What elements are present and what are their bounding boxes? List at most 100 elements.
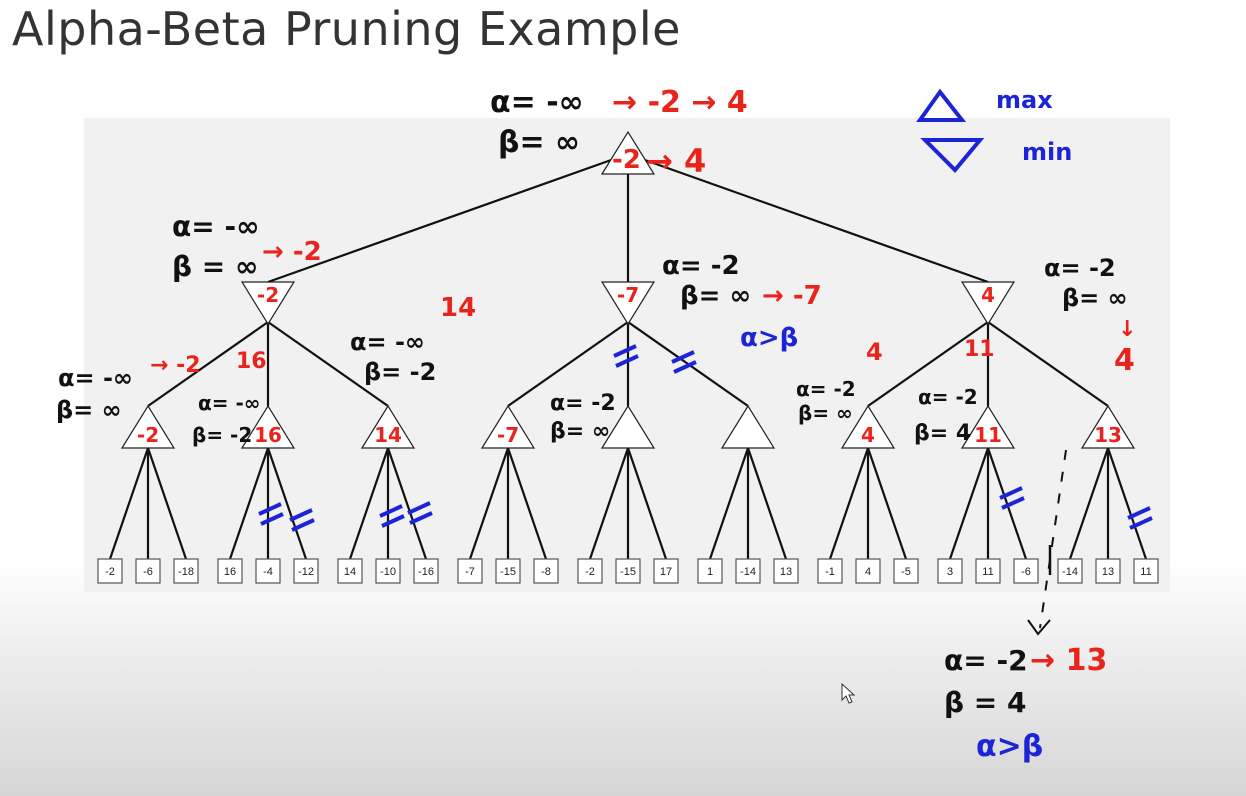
edge-max-leaf-22 — [948, 447, 990, 560]
leaf-value: -14 — [1062, 566, 1078, 578]
leaf-node: -12 — [293, 558, 319, 584]
max7-alpha: α= -2 — [796, 377, 856, 401]
edge-max-leaf-10 — [468, 447, 510, 560]
min3-result: 4 — [1114, 343, 1135, 378]
leaf-box — [1013, 558, 1039, 584]
max-node: -2 — [120, 404, 176, 449]
leaf-value: -2 — [105, 566, 115, 578]
max-node-value: 14 — [374, 423, 402, 447]
max8-alpha: α= -2 — [918, 385, 978, 409]
leaf-box — [855, 558, 881, 584]
leaf-value: -1 — [825, 566, 835, 578]
max-node-value: -2 — [137, 423, 159, 447]
edge-max-leaf-15 — [626, 447, 668, 560]
max1-alpha-update: → -2 — [150, 353, 201, 378]
root-alpha: α= -∞ — [490, 85, 584, 120]
leaf-value: -10 — [380, 566, 396, 578]
max-node-value: 16 — [254, 423, 282, 447]
edge-max-leaf-21 — [866, 447, 908, 560]
leaf-value: 11 — [1140, 566, 1151, 578]
min2-beta-update: → -7 — [762, 281, 822, 311]
leaf-nodes: -2 -6 -18 16 -4 -12 14 -10 -16 -7 -15 -8 -2 -15 17 1 -14… — [97, 558, 1159, 584]
max-node: 13 — [1080, 404, 1136, 449]
edge-min-max-7 — [867, 321, 989, 407]
leaf-box — [97, 558, 123, 584]
min2-alpha: α= -2 — [662, 251, 740, 281]
max1-alpha: α= -∞ — [58, 364, 133, 392]
leaf-node: -16 — [413, 558, 439, 584]
root-beta: β= ∞ — [498, 125, 580, 160]
max1-beta: β= ∞ — [56, 396, 122, 424]
max-node-triangle — [120, 404, 176, 449]
max-node-annotations: α= -∞ → -2 β= ∞ 16 α= -∞ β= -2 α= -∞ 14 … — [56, 293, 995, 447]
max-node-triangle — [960, 404, 1016, 449]
max7-beta: β= ∞ — [798, 401, 853, 425]
leaf-value: 11 — [982, 566, 993, 578]
leaf-box — [975, 558, 1001, 584]
max-node-value: 11 — [974, 423, 1002, 447]
edge-max-leaf-24 — [986, 447, 1028, 560]
leaf-node: -6 — [1013, 558, 1039, 584]
prune-marks — [258, 344, 1153, 575]
edge-min-max-1 — [147, 321, 269, 407]
leaf-box — [735, 558, 761, 584]
root-value-old: -2 — [612, 145, 641, 175]
leaf-node: -10 — [375, 558, 401, 584]
max-node — [720, 404, 776, 449]
edge-max-leaf-6 — [266, 447, 308, 560]
tree-edges — [108, 152, 1148, 560]
leaf-node: -15 — [615, 558, 641, 584]
leaf-node: -5 — [893, 558, 919, 584]
leaf-node: -14 — [735, 558, 761, 584]
edge-max-leaf-12 — [506, 447, 548, 560]
min2-beta: β= ∞ — [680, 281, 751, 311]
min-node-value: 4 — [981, 283, 995, 307]
leaf-value: -8 — [541, 566, 551, 578]
min-node: -2 — [240, 281, 296, 326]
leaf-value: -15 — [500, 566, 516, 578]
leaf-box — [217, 558, 243, 584]
prune-mark — [407, 501, 433, 525]
leaf-box — [817, 558, 843, 584]
min-node-value: -7 — [617, 283, 639, 307]
leaf-node: 3 — [937, 558, 963, 584]
legend: max min — [916, 86, 1072, 173]
leaf-box — [1095, 558, 1121, 584]
edge-max-leaf-3 — [146, 447, 188, 560]
leaf-node: 13 — [773, 558, 799, 584]
min-node-triangle — [600, 281, 656, 326]
max-node: -7 — [480, 404, 536, 449]
leaf-node: -15 — [495, 558, 521, 584]
min1-beta-update: → -2 — [262, 237, 322, 267]
slide-title: Alpha-Beta Pruning Example — [12, 2, 681, 56]
leaf-box — [337, 558, 363, 584]
leaf-value: 16 — [224, 566, 236, 578]
min3-beta-update: ↓ — [1118, 317, 1136, 342]
leaf-node: -2 — [577, 558, 603, 584]
max-node-triangle — [480, 404, 536, 449]
leaf-node: -8 — [533, 558, 559, 584]
leaf-value: -12 — [298, 566, 314, 578]
leaf-node: -6 — [135, 558, 161, 584]
edge-min-max-3 — [267, 321, 389, 407]
leaf-node: 13 — [1095, 558, 1121, 584]
leaf-value: 3 — [947, 566, 953, 578]
min-node-annotations: α= -∞ β = ∞ → -2 α= -2 β= ∞ → -7 α>β α= … — [172, 210, 1136, 378]
leaf-value: -14 — [740, 566, 756, 578]
max-node-triangle — [720, 404, 776, 449]
max-node-triangle — [600, 404, 656, 449]
min1-beta: β = ∞ — [172, 250, 258, 283]
edge-max-leaf-16 — [708, 447, 750, 560]
tree-nodes: -2 -7 4 -2 16 14 -7 4 11 13 — [120, 130, 1136, 449]
leaf-box — [135, 558, 161, 584]
leaf-node: 17 — [653, 558, 679, 584]
edge-max-leaf-4 — [228, 447, 270, 560]
min-node-value: -2 — [257, 283, 279, 307]
max-node-triangle — [1080, 404, 1136, 449]
max7-alpha-update: 4 — [866, 338, 883, 366]
legend-max-label: max — [996, 86, 1053, 114]
leaf-node: -7 — [457, 558, 483, 584]
leaf-box — [173, 558, 199, 584]
edge-max-leaf-19 — [828, 447, 870, 560]
